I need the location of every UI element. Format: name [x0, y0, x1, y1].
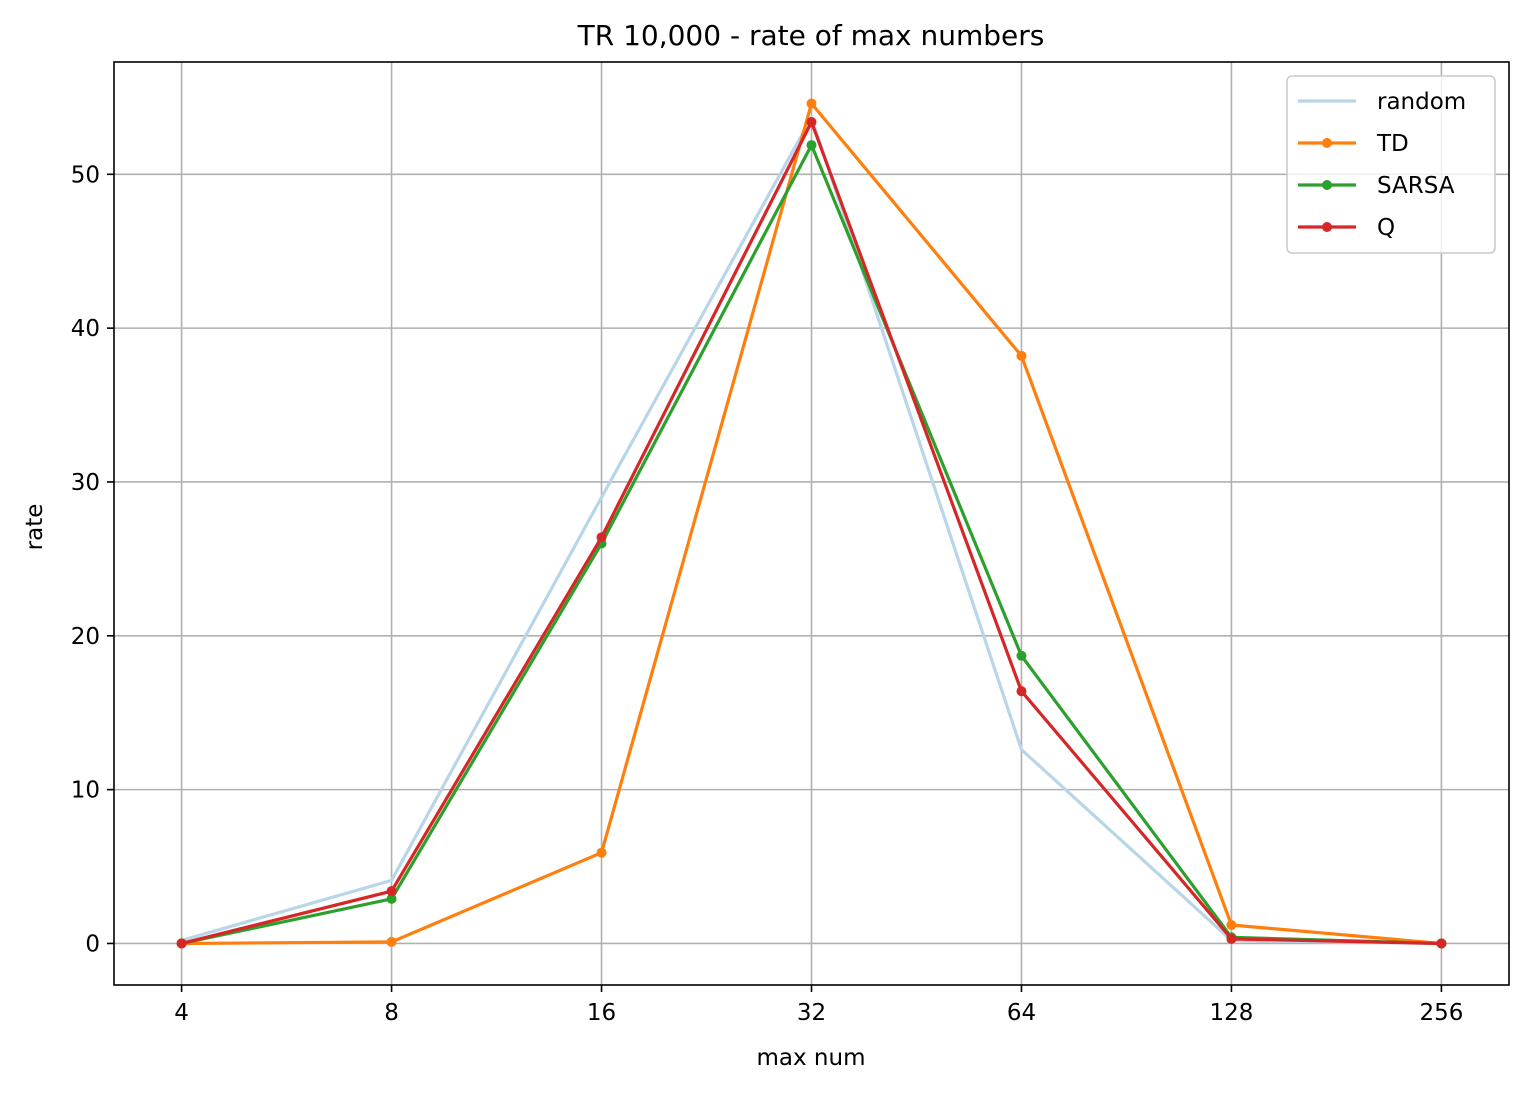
legend-label-random: random	[1377, 89, 1466, 115]
legend-label-q: Q	[1377, 215, 1395, 241]
legend-label-td: TD	[1376, 131, 1409, 157]
data-point-sarsa	[806, 140, 817, 151]
y-tick-label: 0	[85, 931, 100, 957]
x-tick-label: 128	[1209, 1000, 1253, 1026]
x-tick-label: 256	[1419, 1000, 1463, 1026]
data-point-td	[1016, 350, 1027, 361]
data-point-td	[1226, 920, 1237, 931]
chart-title: TR 10,000 - rate of max numbers	[577, 19, 1045, 52]
data-point-sarsa	[386, 893, 397, 904]
x-tick-label: 4	[174, 1000, 189, 1026]
x-tick-label: 64	[1007, 1000, 1036, 1026]
x-tick-label: 16	[587, 1000, 616, 1026]
x-tick-label: 8	[384, 1000, 399, 1026]
x-axis-ticks: 4 8 16 32 64 128 256	[174, 985, 1463, 1026]
data-point-q	[1436, 938, 1447, 949]
data-point-td	[806, 98, 817, 109]
data-point-td	[596, 847, 607, 858]
y-axis-label: rate	[22, 504, 48, 551]
x-tick-label: 32	[797, 1000, 826, 1026]
data-point-q	[806, 116, 817, 127]
legend-label-sarsa: SARSA	[1377, 173, 1455, 199]
y-tick-label: 10	[71, 778, 100, 804]
data-point-q	[386, 886, 397, 897]
y-tick-label: 40	[71, 316, 100, 342]
grid-lines	[114, 62, 1509, 985]
y-axis-ticks: 0 10 20 30 40 50	[71, 162, 114, 957]
data-point-q	[1016, 686, 1027, 697]
legend: random TD SARSA Q	[1286, 75, 1496, 254]
y-tick-label: 50	[71, 162, 100, 188]
legend-marker-td	[1322, 138, 1332, 148]
data-point-sarsa	[1016, 650, 1027, 661]
y-tick-label: 30	[71, 470, 100, 496]
legend-box	[1286, 75, 1496, 254]
y-tick-label: 20	[71, 624, 100, 650]
data-point-td	[386, 936, 397, 947]
x-axis-label: max num	[757, 1045, 866, 1071]
series-q	[176, 116, 1447, 949]
data-point-q	[1226, 933, 1237, 944]
legend-marker-sarsa	[1322, 180, 1332, 190]
data-point-q	[176, 938, 187, 949]
data-point-q	[596, 532, 607, 543]
legend-marker-q	[1322, 222, 1332, 232]
series-layer	[176, 98, 1447, 949]
